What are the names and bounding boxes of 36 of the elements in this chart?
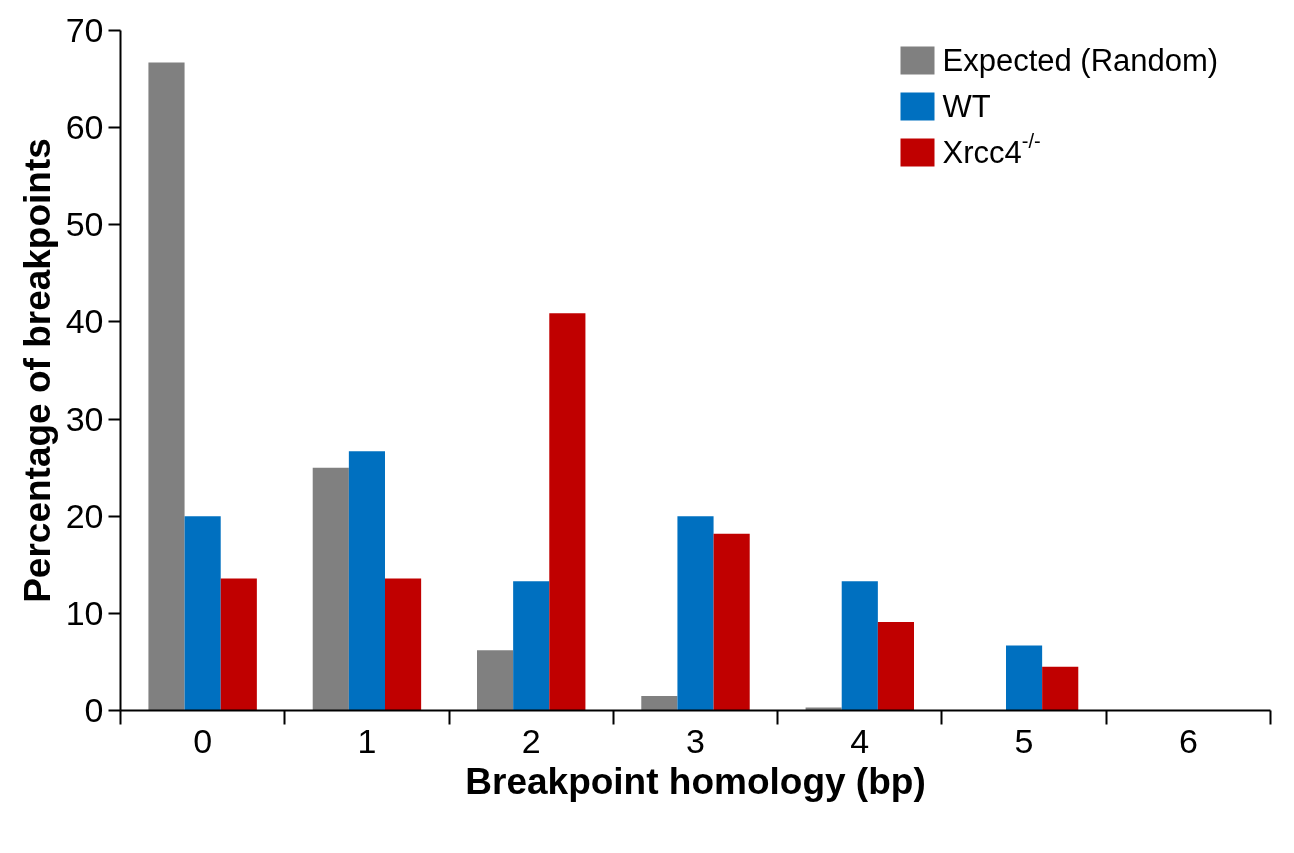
x-tick-label: 4 — [850, 721, 870, 760]
y-tick-label: 10 — [65, 593, 104, 632]
x-tick-label: 0 — [193, 721, 213, 760]
x-axis-title: Breakpoint homology (bp) — [465, 760, 926, 802]
bar — [549, 313, 586, 711]
y-tick-label: 20 — [65, 496, 104, 535]
y-tick-label: 70 — [65, 11, 104, 49]
bar — [513, 581, 550, 711]
bar — [1042, 666, 1079, 711]
bar — [312, 467, 349, 711]
x-tick-label: 1 — [357, 721, 377, 760]
bar — [184, 516, 221, 711]
y-axis-title: Percentage of breakpoints — [16, 138, 58, 603]
bar — [1006, 645, 1043, 711]
bar — [641, 695, 678, 711]
x-tick-label: 5 — [1014, 721, 1034, 760]
legend-label: Xrcc4-/- — [942, 129, 1041, 170]
bar — [477, 650, 514, 711]
x-tick-label: 2 — [521, 721, 541, 760]
legend-label: Expected (Random) — [942, 43, 1219, 78]
bar — [220, 578, 257, 711]
x-tick-label: 6 — [1178, 721, 1198, 760]
bar — [348, 451, 385, 711]
y-tick-label: 60 — [65, 108, 104, 147]
bar — [148, 62, 185, 711]
bar — [877, 622, 914, 711]
bar — [841, 581, 878, 711]
y-tick-label: 30 — [65, 399, 104, 438]
x-tick-label: 3 — [686, 721, 705, 760]
y-tick-label: 0 — [84, 691, 104, 729]
y-tick-label: 50 — [65, 205, 104, 244]
bar — [385, 578, 422, 711]
bar — [677, 516, 714, 711]
y-tick-label: 40 — [65, 302, 104, 341]
legend-label: WT — [942, 89, 991, 124]
bar — [713, 533, 750, 711]
